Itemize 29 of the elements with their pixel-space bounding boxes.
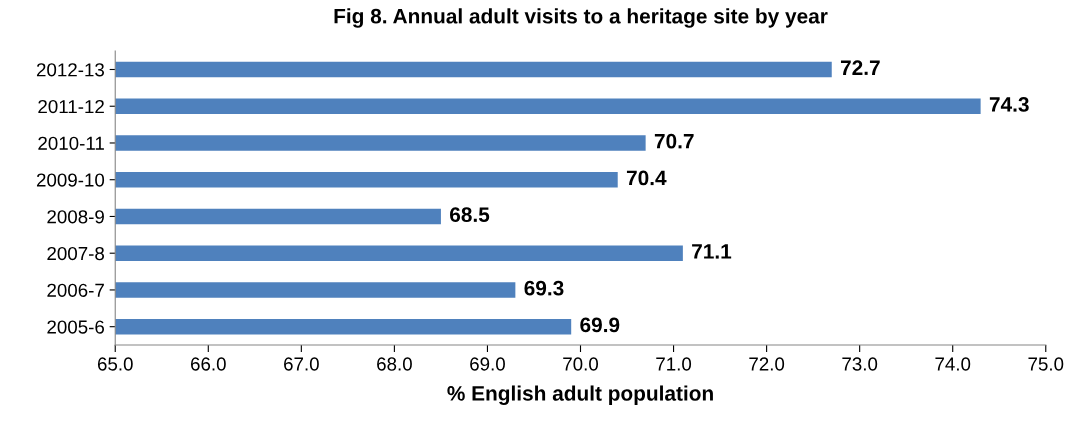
x-tick-label: 65.0 <box>97 357 133 371</box>
y-tick-label: 2005-6 <box>47 320 104 334</box>
y-tick-label: 2010-11 <box>38 136 104 150</box>
x-tick-label: 66.0 <box>191 357 226 371</box>
y-tick-label: 2011-12 <box>38 99 104 114</box>
data-label: 69.3 <box>524 280 564 296</box>
x-tick-label: 75.0 <box>1028 357 1064 371</box>
y-tick-label: 2008-9 <box>47 210 104 224</box>
x-tick-label: 68.0 <box>377 357 412 371</box>
x-tick-label: 73.0 <box>842 357 878 371</box>
data-label: 70.4 <box>626 170 667 186</box>
data-label: 71.1 <box>692 244 732 259</box>
x-tick-label: 72.0 <box>749 357 785 371</box>
x-tick-label: 67.0 <box>284 357 319 371</box>
y-tick-label: 2006-7 <box>47 283 104 297</box>
data-label: 74.3 <box>989 97 1029 112</box>
y-tick-label: 2007-8 <box>47 246 105 261</box>
x-tick-label: 71.0 <box>656 357 692 371</box>
data-label: 69.9 <box>580 317 620 333</box>
data-label: 68.5 <box>450 207 490 223</box>
y-tick-label: 2009-10 <box>36 173 105 187</box>
data-label: 72.7 <box>840 60 880 75</box>
x-tick-label: 70.0 <box>563 357 599 371</box>
x-tick-label: 74.0 <box>935 357 971 371</box>
x-axis-title: % English adult population <box>447 385 713 405</box>
chart-title: Fig 8. Annual adult visits to a heritage site by year <box>334 8 828 28</box>
data-label: 70.7 <box>654 133 694 149</box>
x-tick-label: 69.0 <box>470 357 505 371</box>
y-tick-label: 2012-13 <box>36 63 105 77</box>
